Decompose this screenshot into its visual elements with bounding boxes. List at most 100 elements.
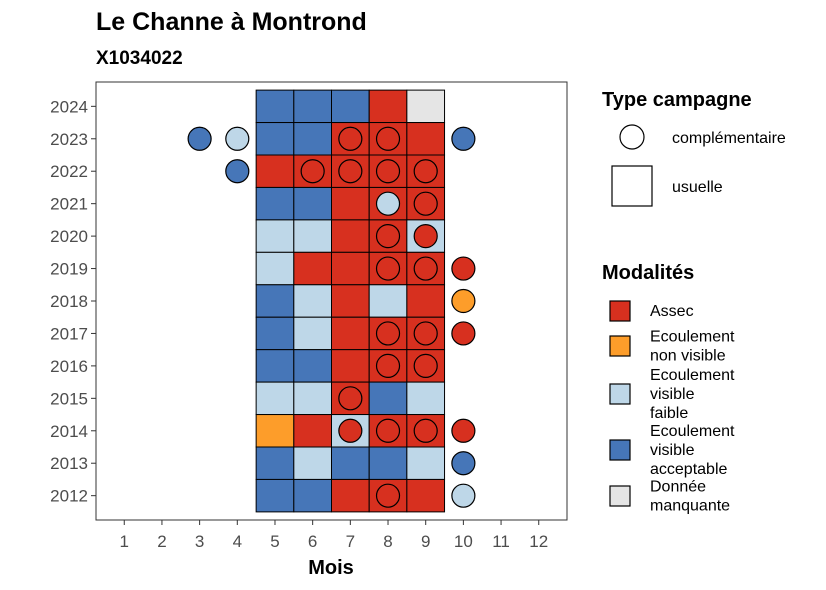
tile-2021-5: [255, 186, 295, 221]
legend-type: Type campagne complémentaire usuelle: [602, 89, 786, 207]
point-2020-8: [375, 224, 401, 249]
point-2023-4: [225, 126, 250, 151]
point-2023-7: [338, 126, 363, 151]
points-layer: [187, 126, 476, 508]
x-tick-label: 4: [233, 532, 242, 551]
y-tick-label: 2020: [50, 227, 88, 246]
tile-2024-6: [293, 89, 333, 124]
tile-2015-6: [293, 381, 333, 416]
tile-2017-6: [293, 316, 333, 351]
tile-2024-5: [255, 89, 295, 124]
y-tick-label: 2016: [50, 357, 88, 376]
tile-2012-9: [406, 478, 446, 513]
legend-square-key: [611, 165, 653, 207]
point-2013-10: [451, 451, 476, 476]
point-2023-10: [451, 126, 476, 151]
x-tick-label: 9: [421, 532, 430, 551]
x-tick-label: 10: [454, 532, 473, 551]
point-2021-8: [375, 191, 401, 216]
tile-2017-7: [331, 316, 370, 351]
tile-2024-8: [368, 89, 408, 124]
legend-type-title: Type campagne: [602, 89, 752, 111]
tile-2013-6: [293, 446, 333, 480]
x-tick-label: 5: [270, 532, 279, 551]
tile-2018-9: [406, 284, 446, 318]
point-2019-10: [451, 256, 476, 281]
point-2021-9: [413, 191, 438, 216]
point-2017-10: [451, 321, 476, 346]
tile-2014-5: [255, 414, 295, 448]
tile-2016-5: [255, 349, 295, 383]
point-2023-8: [375, 126, 401, 151]
y-tick-label: 2018: [50, 292, 88, 311]
legend-label-2: Ecoulement: [650, 367, 735, 384]
legend-modalites: Modalités Assec Ecoulement non visible Ecou…: [602, 262, 735, 515]
point-2017-8: [375, 321, 401, 346]
point-2022-8: [375, 159, 401, 184]
point-2020-9: [413, 224, 438, 249]
point-2022-4: [225, 159, 250, 184]
point-2014-7: [338, 418, 363, 443]
tile-2014-6: [293, 414, 333, 448]
point-2019-9: [413, 256, 438, 281]
tile-2012-7: [331, 478, 370, 513]
tile-2012-6: [293, 478, 333, 513]
point-2016-8: [375, 353, 401, 378]
y-tick-label: 2023: [50, 130, 88, 149]
point-2012-8: [375, 483, 401, 508]
legend-label-3: acceptable: [650, 461, 727, 478]
legend-label-3: Ecoulement: [650, 423, 735, 440]
tile-2015-8: [368, 381, 408, 416]
legend-label-4: manquante: [650, 498, 730, 515]
tile-2015-5: [255, 381, 295, 416]
legend-key-2: [609, 383, 631, 405]
point-2014-8: [375, 418, 401, 443]
point-2018-10: [451, 288, 476, 314]
legend-circle-key: [619, 124, 645, 150]
tile-2021-7: [331, 186, 370, 221]
tile-2013-7: [331, 446, 370, 480]
y-tick-label: 2012: [50, 487, 88, 506]
legend-type-item-1: usuelle: [672, 179, 723, 196]
y-tick-label: 2021: [50, 195, 88, 214]
tile-2023-9: [406, 122, 446, 156]
point-2022-9: [413, 159, 438, 184]
x-tick-label: 3: [195, 532, 204, 551]
y-tick-label: 2019: [50, 260, 88, 279]
tile-2017-5: [255, 316, 295, 351]
x-tick-label: 11: [492, 532, 510, 551]
tile-2021-6: [293, 186, 333, 221]
point-2023-3: [187, 126, 212, 151]
legend-label-4: Donnée: [650, 479, 706, 496]
tile-2019-5: [255, 251, 295, 286]
tile-2019-6: [293, 251, 333, 286]
legend-label-1: non visible: [650, 348, 726, 365]
x-tick-label: 8: [383, 532, 392, 551]
tiles-layer: [255, 89, 446, 513]
tile-2016-6: [293, 349, 333, 383]
legend-key-0: [609, 300, 631, 322]
tile-2024-9: [406, 89, 446, 124]
tile-2019-7: [331, 251, 370, 286]
tile-2013-5: [255, 446, 295, 480]
tile-2013-9: [406, 446, 446, 480]
tile-2023-5: [255, 122, 295, 156]
x-tick-label: 12: [529, 532, 548, 551]
tile-2013-8: [368, 446, 408, 480]
legend-key-4: [609, 485, 631, 507]
point-2022-7: [338, 159, 363, 184]
point-2017-9: [413, 321, 438, 346]
x-tick-label: 1: [120, 532, 129, 551]
x-axis: 1 2 3 4 5 6 7 8 9 10 11 12: [120, 520, 548, 551]
x-tick-label: 7: [346, 532, 355, 551]
tile-2024-7: [331, 89, 370, 124]
tile-2018-5: [255, 284, 295, 318]
point-2014-9: [413, 418, 438, 443]
chart-subtitle: X1034022: [96, 48, 183, 69]
y-tick-label: 2022: [50, 162, 88, 181]
tile-2018-6: [293, 284, 333, 318]
y-tick-label: 2015: [50, 389, 88, 408]
y-tick-label: 2017: [50, 324, 88, 343]
legend-label-2: faible: [650, 405, 688, 422]
point-2014-10: [451, 418, 476, 443]
